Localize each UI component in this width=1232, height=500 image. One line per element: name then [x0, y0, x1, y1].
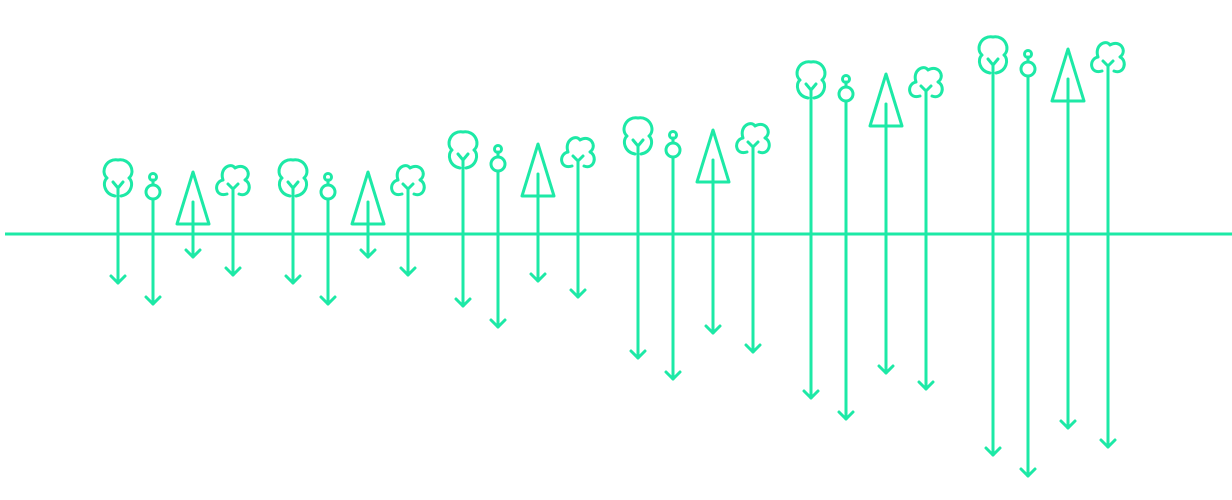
- tree-groups: [102, 35, 1126, 478]
- root-arrow: [569, 159, 587, 299]
- tree-group: [102, 158, 251, 306]
- root-arrow: [917, 89, 935, 391]
- root-arrow: [284, 186, 302, 285]
- root-arrow: [664, 155, 682, 381]
- sapling-icon: [664, 130, 682, 159]
- root-arrow: [629, 144, 647, 360]
- root-arrow: [984, 63, 1002, 457]
- root-arrow: [144, 197, 162, 306]
- root-arrow: [1019, 74, 1037, 478]
- root-arrow: [359, 200, 377, 259]
- sapling-icon: [144, 172, 162, 201]
- root-arrow: [837, 99, 855, 421]
- root-arrow: [744, 145, 762, 354]
- tree-group: [622, 116, 771, 381]
- root-arrow: [319, 197, 337, 306]
- sapling-icon: [489, 144, 507, 173]
- root-arrow: [489, 169, 507, 329]
- root-arrow: [529, 172, 547, 283]
- root-arrow: [877, 102, 895, 375]
- sapling-icon: [319, 172, 337, 201]
- root-arrow: [1099, 64, 1117, 449]
- tree-group: [277, 158, 426, 306]
- root-arrow: [704, 158, 722, 335]
- root-arrow: [399, 187, 417, 277]
- root-arrow: [1059, 77, 1077, 430]
- root-arrow: [454, 158, 472, 308]
- tree-group: [795, 60, 944, 421]
- root-arrow: [224, 187, 242, 277]
- tree-group: [447, 130, 596, 329]
- sapling-icon: [1019, 49, 1037, 78]
- sapling-icon: [837, 74, 855, 103]
- root-arrow: [184, 200, 202, 259]
- root-arrow: [802, 88, 820, 400]
- tree-group: [977, 35, 1126, 478]
- root-arrow: [109, 186, 127, 285]
